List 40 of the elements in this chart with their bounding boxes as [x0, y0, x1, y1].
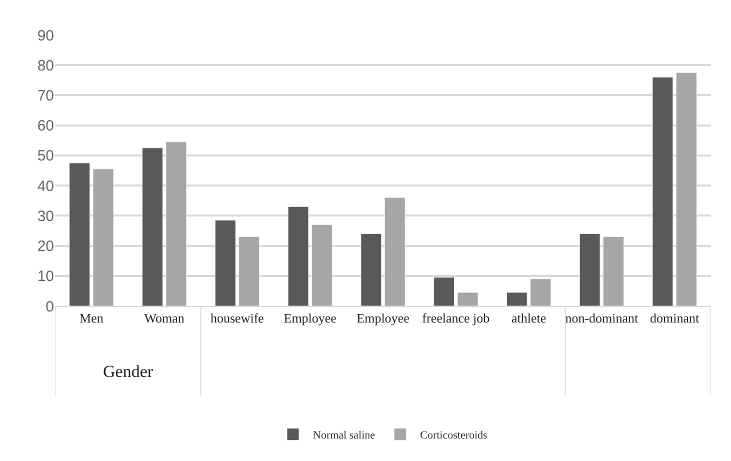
bar — [603, 236, 624, 306]
y-tick-label: 80 — [37, 57, 54, 74]
bar — [652, 76, 674, 306]
y-tick-label: 0 — [46, 298, 54, 316]
y-tick-label: 10 — [37, 268, 54, 286]
bar — [676, 72, 697, 306]
bar — [312, 224, 332, 306]
x-tick-label: Woman — [144, 310, 185, 326]
legend-label: Normal saline — [313, 430, 376, 442]
x-tick-label: Men — [80, 310, 104, 326]
x-tick-label: Employee — [356, 310, 410, 326]
x-tick-label: Employee — [284, 310, 337, 326]
bar — [457, 292, 478, 306]
bar — [214, 220, 236, 306]
x-tick-label: athlete — [511, 310, 546, 326]
y-tick-label: 20 — [37, 238, 54, 256]
bar — [384, 197, 406, 306]
bar — [579, 233, 600, 306]
bar — [69, 162, 90, 306]
x-tick-label: housewife — [210, 310, 264, 326]
y-tick-label: 60 — [37, 118, 54, 135]
bar — [530, 278, 552, 306]
y-tick-label: 90 — [37, 27, 54, 44]
text: Gender — [103, 362, 154, 381]
y-tick-label: 50 — [37, 148, 54, 165]
bar — [360, 233, 382, 306]
bar — [288, 206, 309, 306]
bar — [142, 148, 163, 306]
bar — [92, 168, 114, 306]
x-tick-label: non-dominant — [565, 310, 639, 326]
bar — [166, 142, 187, 306]
x-tick-label: dominant — [650, 310, 700, 326]
x-tick-label: freelance job — [422, 310, 490, 326]
bar — [238, 236, 260, 306]
y-tick-label: 40 — [37, 178, 54, 195]
y-tick-label: 70 — [37, 87, 54, 104]
legend-label: Corticosteroids — [420, 430, 488, 442]
bar — [506, 292, 528, 306]
bar — [434, 277, 454, 306]
y-tick-label: 30 — [37, 208, 54, 225]
